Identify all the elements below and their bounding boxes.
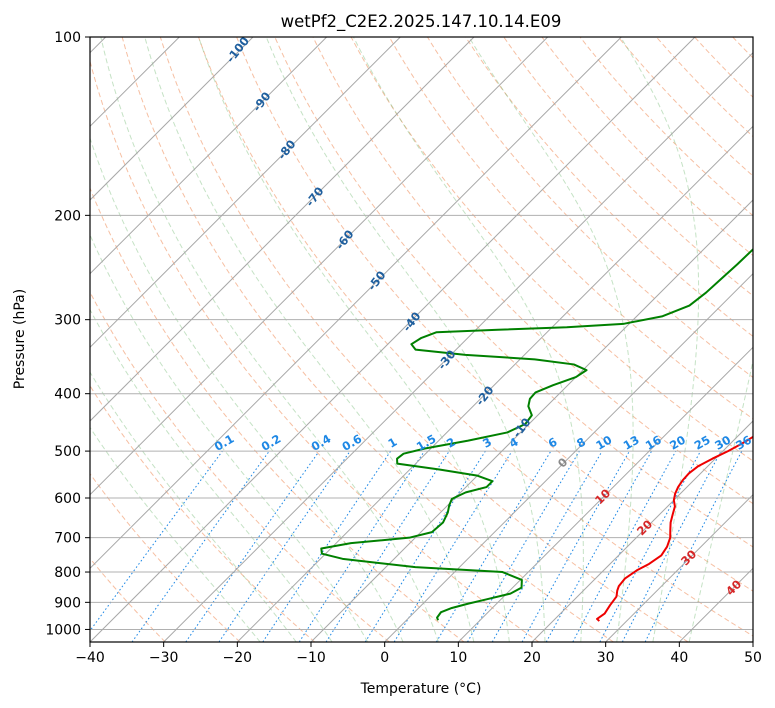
profile-line bbox=[320, 247, 753, 621]
moist-adiabat-line bbox=[90, 308, 333, 642]
isotherm-line bbox=[457, 346, 753, 642]
x-tick-label: 30 bbox=[597, 650, 615, 666]
mixing-ratio-label: 20 bbox=[667, 433, 688, 453]
dry-adiabat-line bbox=[90, 472, 241, 642]
y-tick-label: 800 bbox=[54, 565, 81, 581]
dry-adiabat-line bbox=[274, 37, 753, 548]
mixing-ratio-line bbox=[262, 450, 392, 642]
x-tick-label: 50 bbox=[744, 650, 762, 666]
y-tick-label: 200 bbox=[54, 208, 81, 224]
moist-adiabat-line bbox=[198, 37, 510, 642]
isotherm-line bbox=[90, 37, 475, 422]
x-tick-label: 20 bbox=[523, 650, 541, 666]
profile-series bbox=[320, 247, 753, 622]
mixing-ratio-line bbox=[545, 450, 653, 642]
dry-adiabat-line bbox=[90, 557, 166, 642]
moist-adiabat-line bbox=[353, 37, 584, 642]
y-tick-label: 300 bbox=[54, 313, 81, 329]
x-tick-label: −20 bbox=[223, 650, 253, 666]
x-axis-ticks: −40 −30 −20 −10 0 10 20 30 40 50 bbox=[75, 642, 762, 666]
mixing-ratio-label: 36 bbox=[733, 433, 754, 453]
y-tick-label: 700 bbox=[54, 531, 81, 547]
mixing-ratio-line bbox=[325, 450, 450, 642]
moist-adiabat-line bbox=[100, 37, 439, 642]
dry-adiabat-line bbox=[90, 384, 316, 642]
mixing-ratio-line bbox=[521, 450, 630, 642]
moist-adiabat-line bbox=[265, 37, 546, 642]
dry-adiabat-line bbox=[503, 37, 753, 297]
dry-adiabat-line bbox=[198, 37, 753, 637]
mixing-ratio-label: 13 bbox=[621, 433, 642, 453]
dry-adiabat-line bbox=[90, 186, 465, 642]
isotherm-line bbox=[310, 199, 753, 642]
moist-adiabat-line bbox=[688, 358, 753, 642]
x-tick-label: 10 bbox=[449, 650, 467, 666]
dry-adiabat-line bbox=[90, 59, 540, 642]
y-tick-label: 100 bbox=[54, 30, 81, 46]
mixing-ratio-line bbox=[298, 450, 425, 642]
mixing-ratio-line bbox=[90, 450, 223, 632]
mixing-ratio-line bbox=[218, 450, 351, 642]
dry-adiabat-line bbox=[159, 37, 689, 642]
skewed-isotherms bbox=[90, 37, 753, 642]
moist-adiabat-line bbox=[90, 233, 369, 642]
profile-line bbox=[596, 435, 753, 622]
isotherm-line bbox=[90, 37, 328, 275]
y-tick-label: 500 bbox=[54, 444, 81, 460]
dry-adiabat-line bbox=[426, 37, 753, 378]
x-axis-label: Temperature (°C) bbox=[360, 681, 482, 697]
isotherm-line bbox=[531, 420, 753, 642]
isotherm-line bbox=[90, 37, 401, 349]
x-tick-label: −40 bbox=[75, 650, 105, 666]
x-tick-label: 0 bbox=[380, 650, 389, 666]
y-tick-label: 1000 bbox=[45, 622, 81, 638]
isotherm-line bbox=[90, 37, 622, 570]
mixing-ratio-line bbox=[572, 450, 677, 642]
mixing-ratio-label: 30 bbox=[712, 433, 733, 453]
y-axis-ticks: 100 200 300 400 500 600 700 800 900 1000 bbox=[45, 30, 90, 638]
isotherm-line bbox=[90, 37, 549, 496]
mixing-ratio-label: 25 bbox=[692, 433, 713, 453]
mixing-ratio-label: 10 bbox=[593, 433, 614, 453]
isotherm-line bbox=[90, 37, 254, 201]
plot-frame bbox=[89, 36, 754, 643]
y-tick-label: 400 bbox=[54, 387, 81, 403]
isotherm-line bbox=[90, 37, 696, 642]
mixing-ratio-line bbox=[185, 450, 320, 642]
moist-adiabat-line bbox=[90, 136, 404, 642]
x-tick-label: −10 bbox=[296, 650, 326, 666]
chart-title: wetPf2_C2E2.2025.147.10.14.E09 bbox=[281, 12, 562, 32]
x-tick-label: −30 bbox=[149, 650, 179, 666]
isotherm-line bbox=[163, 51, 753, 642]
dry-adiabat-line bbox=[350, 37, 753, 462]
dry-adiabat-line bbox=[121, 37, 614, 642]
y-axis-label: Pressure (hPa) bbox=[12, 289, 28, 389]
dry-adiabat-line bbox=[90, 291, 390, 642]
mixing-ratio-line bbox=[644, 450, 743, 642]
isotherm-line bbox=[236, 125, 753, 642]
mixing-ratio-label: 16 bbox=[643, 433, 664, 453]
mixing-ratio-line bbox=[393, 450, 513, 642]
moist-adiabat-line bbox=[144, 37, 475, 642]
dry-adiabat-line bbox=[236, 37, 753, 592]
background-reference-lines bbox=[90, 37, 753, 642]
isotherm-line bbox=[605, 493, 753, 642]
moist-adiabat-line bbox=[90, 426, 261, 642]
y-tick-label: 600 bbox=[54, 491, 81, 507]
isotherm-line bbox=[384, 272, 753, 642]
plot-area bbox=[90, 37, 753, 642]
x-tick-label: 40 bbox=[670, 650, 688, 666]
y-tick-label: 900 bbox=[54, 595, 81, 611]
moist-adiabat-line bbox=[620, 37, 700, 642]
